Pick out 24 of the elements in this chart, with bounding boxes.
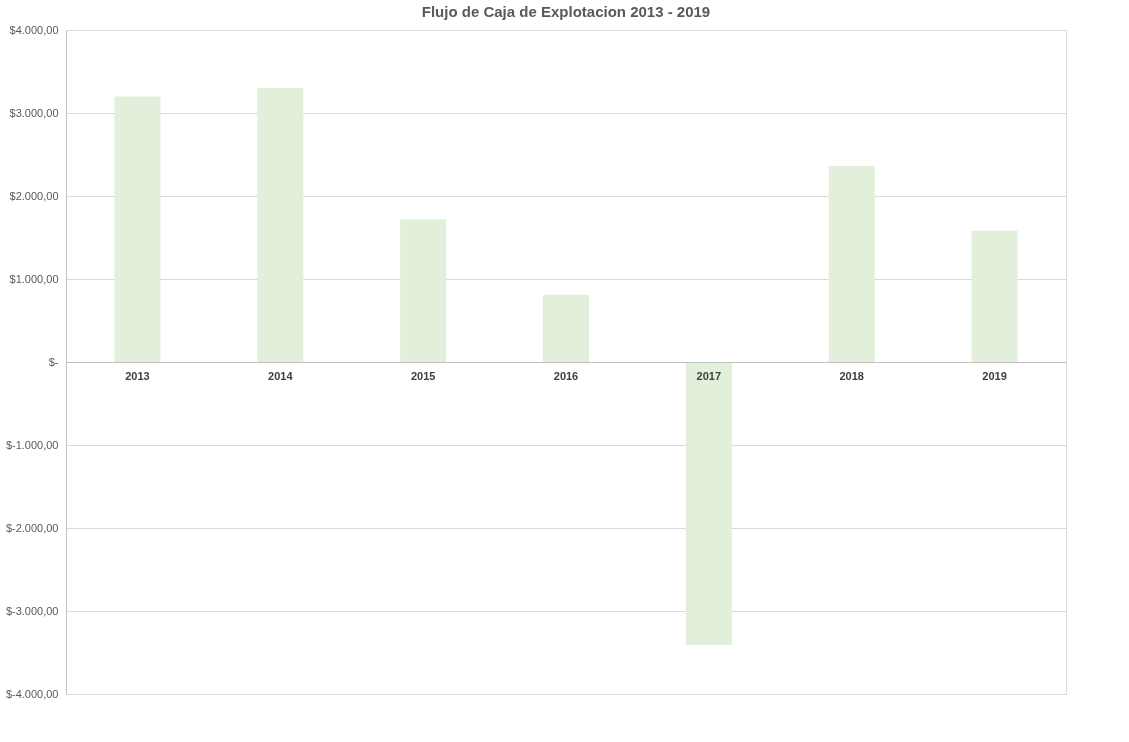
y-tick-label: $-2.000,00 (5, 521, 59, 534)
x-tick-label: 2017 (696, 369, 722, 382)
bar (543, 294, 589, 362)
y-tick-label: $3.000,00 (9, 106, 59, 119)
y-tick-label: $- (48, 355, 59, 368)
x-tick-label: 2014 (268, 369, 294, 382)
x-tick-label: 2015 (410, 369, 436, 382)
bar (971, 230, 1018, 362)
bar (114, 96, 161, 362)
bar (685, 362, 732, 646)
bar (400, 219, 447, 362)
y-tick-label: $4.000,00 (9, 23, 59, 36)
x-tick-label: 2018 (839, 369, 864, 382)
y-tick-label: $-4.000,00 (5, 687, 59, 700)
y-tick-label: $-1.000,00 (5, 438, 59, 451)
y-tick-label: $-3.000,00 (5, 604, 59, 617)
y-tick-label: $1.000,00 (9, 272, 59, 285)
bar (257, 88, 304, 362)
chart-title: Flujo de Caja de Explotacion 2013 - 2019 (421, 3, 711, 20)
bar (828, 166, 875, 362)
x-tick-label: 2019 (982, 369, 1007, 382)
x-tick-label: 2016 (553, 369, 579, 382)
x-tick-label: 2013 (125, 369, 150, 382)
y-tick-label: $2.000,00 (9, 189, 59, 202)
